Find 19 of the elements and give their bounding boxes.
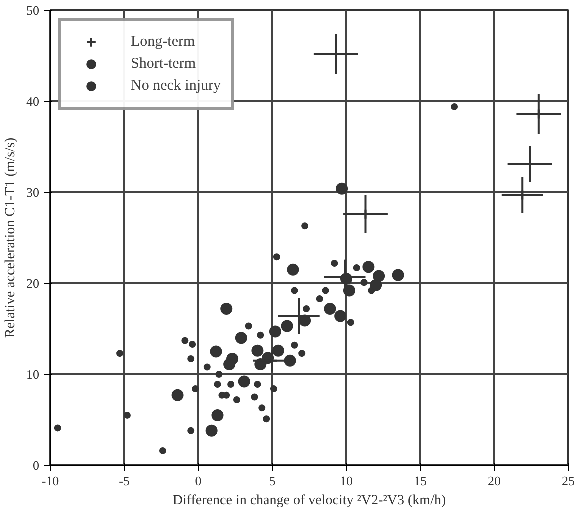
y-tick-label: 10: [26, 367, 40, 382]
legend-label: No neck injury: [131, 78, 221, 94]
x-tick-label: 10: [340, 474, 353, 488]
x-tick-label: -5: [119, 474, 130, 488]
y-tick-label: 0: [33, 458, 40, 473]
x-tick-label: 5: [269, 474, 276, 488]
x-tick-label: 25: [562, 474, 575, 488]
y-axis-title: Relative acceleration C1-T1 (m/s/s): [4, 138, 18, 338]
x-tick-label: 0: [195, 474, 202, 488]
x-tick-label: 15: [414, 474, 427, 488]
y-tick-label: 30: [26, 185, 40, 200]
y-tick-label: 20: [26, 276, 40, 291]
x-axis-title: Difference in change of velocity ²V2-²V3 (km/h): [172, 494, 446, 508]
x-tick-label: -10: [42, 474, 60, 488]
x-tick-label: 20: [488, 474, 501, 488]
legend-label: Short-term: [131, 56, 196, 72]
y-tick-label: 40: [26, 94, 40, 109]
y-tick-label: 50: [26, 3, 40, 18]
legend-label: Long-term: [131, 34, 196, 50]
